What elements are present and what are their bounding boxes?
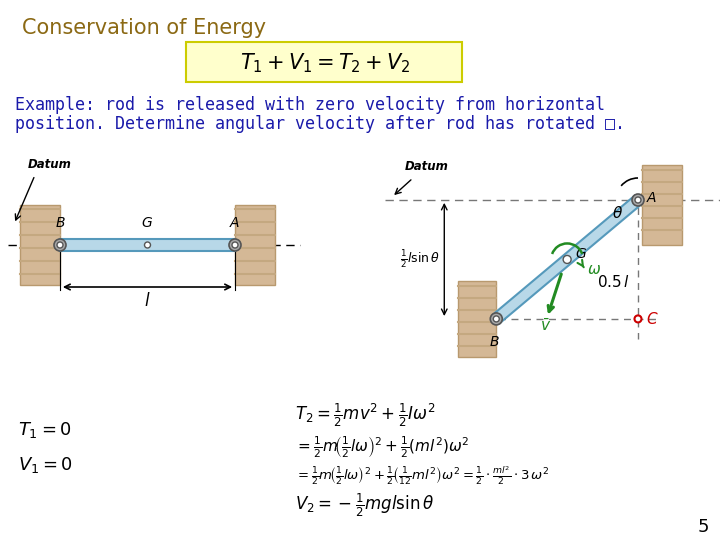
Text: $\theta$: $\theta$ (613, 205, 624, 221)
Text: $l$: $l$ (144, 292, 150, 310)
Bar (20, 205, 60, 285)
Text: $0.5\,l$: $0.5\,l$ (597, 274, 630, 291)
Text: $V_2 = -\frac{1}{2}mgl\sin\theta$: $V_2 = -\frac{1}{2}mgl\sin\theta$ (295, 491, 434, 519)
Circle shape (232, 242, 238, 248)
Text: $A$: $A$ (230, 216, 240, 230)
Circle shape (145, 242, 150, 248)
Text: $B$: $B$ (55, 216, 66, 230)
Text: $B$: $B$ (489, 335, 500, 349)
Text: $V_1 = 0$: $V_1 = 0$ (18, 455, 73, 475)
Text: Example: rod is released with zero velocity from horizontal: Example: rod is released with zero veloc… (15, 96, 605, 114)
Text: $A$: $A$ (647, 191, 657, 205)
Circle shape (632, 194, 644, 206)
Circle shape (229, 239, 241, 251)
Circle shape (634, 315, 642, 322)
Circle shape (635, 197, 641, 203)
Text: $G$: $G$ (575, 247, 588, 261)
Text: $= \frac{1}{2}m\!\left(\frac{1}{2}l\omega\right)^{2} + \frac{1}{2}\!\left(\frac{: $= \frac{1}{2}m\!\left(\frac{1}{2}l\omeg… (295, 465, 549, 487)
Polygon shape (492, 196, 642, 323)
Text: $= \frac{1}{2}m\!\left(\frac{1}{2}l\omega\right)^{2} + \frac{1}{2}(ml^2)\omega^2: $= \frac{1}{2}m\!\left(\frac{1}{2}l\omeg… (295, 434, 469, 460)
Text: $\omega$: $\omega$ (587, 262, 601, 278)
Bar (459, 281, 496, 357)
Text: $C$: $C$ (646, 311, 658, 327)
Circle shape (57, 242, 63, 248)
FancyBboxPatch shape (186, 42, 462, 82)
Bar (60, 239, 235, 251)
Circle shape (54, 239, 66, 251)
Text: $\bar{v}$: $\bar{v}$ (539, 318, 551, 334)
Circle shape (490, 313, 503, 325)
Text: $T_2 = \frac{1}{2}mv^2 + \frac{1}{2}I\omega^2$: $T_2 = \frac{1}{2}mv^2 + \frac{1}{2}I\om… (295, 401, 436, 429)
Text: $T_1 = 0$: $T_1 = 0$ (18, 420, 72, 440)
Text: Datum: Datum (405, 160, 449, 173)
Text: 5: 5 (697, 518, 708, 536)
Text: Datum: Datum (28, 158, 72, 171)
Text: position. Determine angular velocity after rod has rotated □.: position. Determine angular velocity aft… (15, 115, 625, 133)
Text: $\frac{1}{2}l\sin\theta$: $\frac{1}{2}l\sin\theta$ (400, 248, 441, 271)
Circle shape (493, 316, 499, 322)
Bar (235, 205, 275, 285)
Text: $G$: $G$ (141, 216, 153, 230)
Bar (642, 165, 682, 245)
Circle shape (563, 255, 571, 264)
Text: $T_1 + V_1 = T_2 + V_2$: $T_1 + V_1 = T_2 + V_2$ (240, 51, 410, 75)
Text: Conservation of Energy: Conservation of Energy (22, 18, 266, 38)
